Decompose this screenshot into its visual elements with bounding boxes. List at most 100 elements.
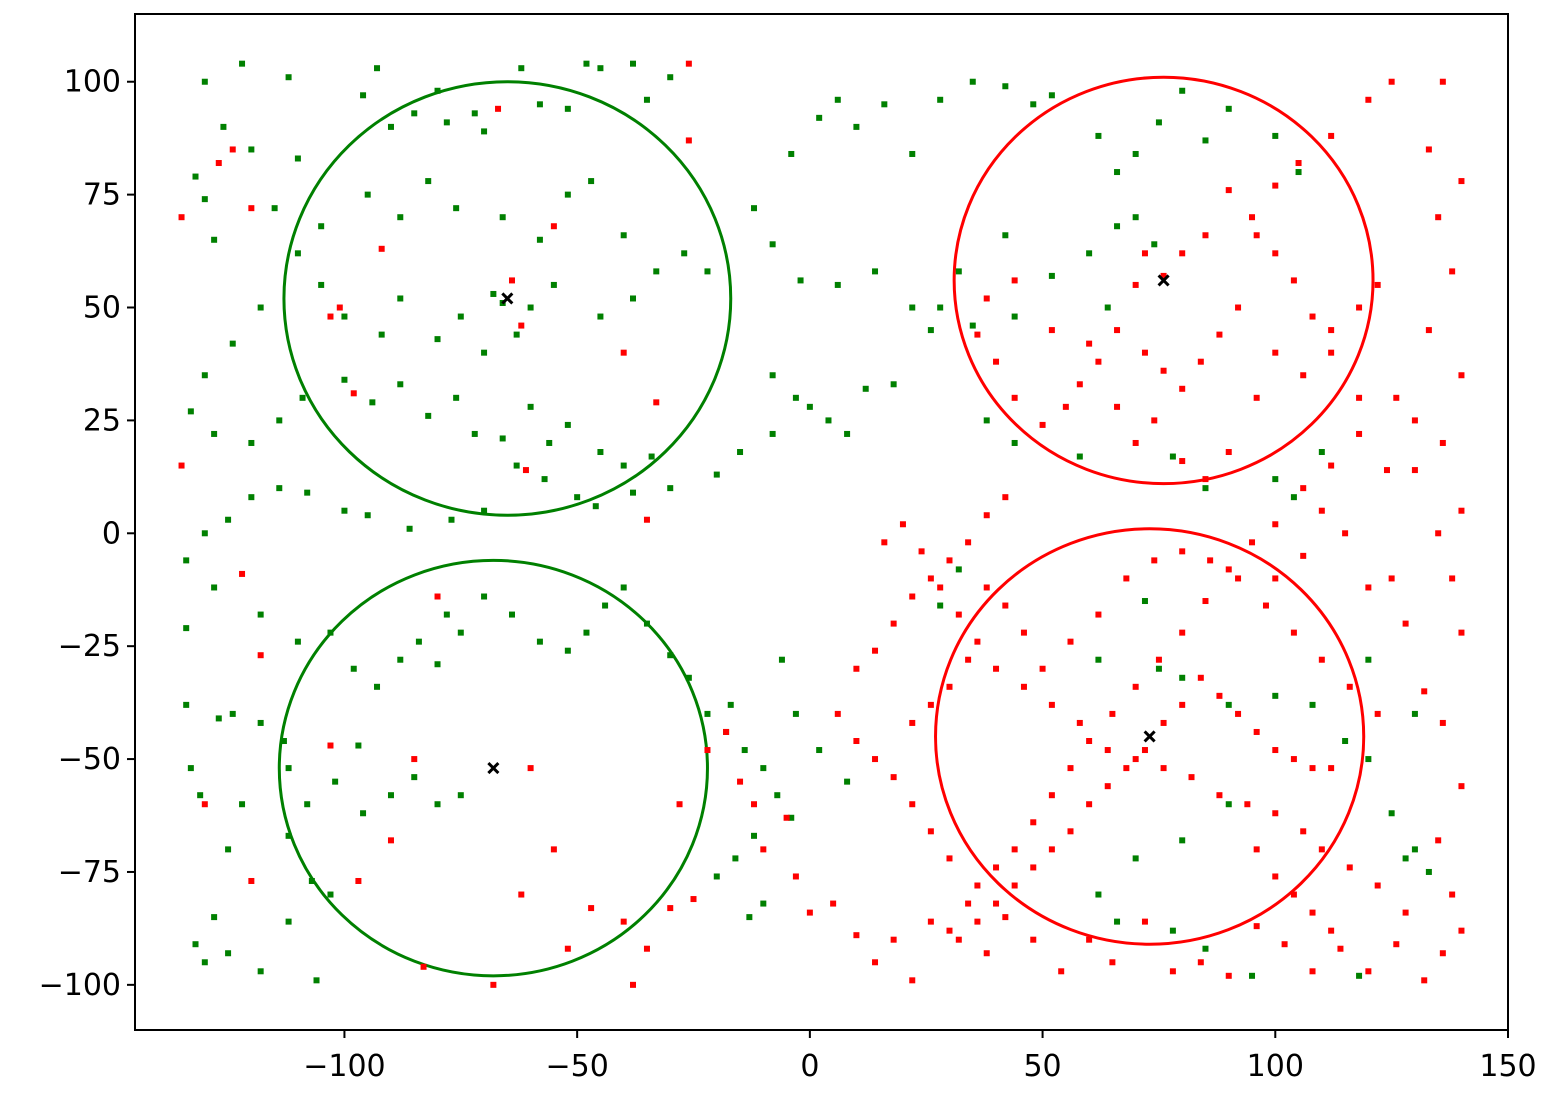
red-point [215,160,222,167]
green-point [490,290,497,297]
red-point [993,358,1000,365]
green-point [257,611,264,618]
red-point [1155,656,1162,663]
red-point [983,950,990,957]
green-point [1132,214,1139,221]
green-point [792,710,799,717]
red-point [853,932,860,939]
green-point [597,65,604,72]
red-point [1002,602,1009,609]
green-point [225,516,232,523]
green-point [294,638,301,645]
green-point [630,489,637,496]
green-point [304,801,311,808]
green-point [304,489,311,496]
red-point [1048,701,1055,708]
red-point [1095,611,1102,618]
red-point [1169,968,1176,975]
red-point [1095,358,1102,365]
red-point [1346,683,1353,690]
green-point [751,832,758,839]
green-point [457,629,464,636]
green-point [211,430,218,437]
green-point [1002,232,1009,239]
red-point [1160,765,1167,772]
red-point [1179,250,1186,257]
red-point [1235,304,1242,311]
green-point [248,439,255,446]
green-point [630,295,637,302]
green-point [327,629,334,636]
red-point [1039,421,1046,428]
green-point [327,891,334,898]
green-point [1342,738,1349,745]
green-point [434,336,441,343]
y-tick-label: 25 [83,403,121,438]
red-point [378,245,385,252]
green-point [471,110,478,117]
green-point [369,399,376,406]
red-point [1458,927,1465,934]
red-point [1290,629,1297,636]
red-point [1058,968,1065,975]
red-point [229,146,236,153]
red-point [1425,327,1432,334]
x-tick-label: 150 [1479,1049,1536,1084]
red-point [806,909,813,916]
green-point [1076,453,1083,460]
green-point [457,792,464,799]
green-point [969,322,976,329]
red-point [1020,629,1027,636]
red-point [1179,385,1186,392]
data-points [178,60,1465,988]
red-point [1328,327,1335,334]
red-point [927,575,934,582]
green-point [769,430,776,437]
green-point [248,494,255,501]
green-point [215,715,222,722]
red-point [1383,467,1390,474]
green-point [443,611,450,618]
red-point [1030,936,1037,943]
plot-frame [134,13,1509,1031]
red-point [550,846,557,853]
green-point [778,656,785,663]
red-point [643,945,650,952]
red-point [1393,941,1400,948]
red-point [1300,372,1307,379]
red-point [248,205,255,212]
green-point [630,60,637,67]
red-point [1249,214,1256,221]
green-point [434,661,441,668]
plot-background [135,14,1508,1030]
green-point [285,918,292,925]
red-point [630,981,637,988]
red-point [1104,783,1111,790]
red-point [1411,467,1418,474]
green-point [378,331,385,338]
red-point [1048,327,1055,334]
red-point [508,277,515,284]
red-point [1132,683,1139,690]
green-point [667,485,674,492]
green-point [536,236,543,243]
green-point [955,268,962,275]
green-point [192,941,199,948]
red-point [1449,891,1456,898]
green-point [597,449,604,456]
green-point [881,101,888,108]
green-point [308,877,315,884]
red-point [1300,828,1307,835]
green-point [732,855,739,862]
red-point [909,593,916,600]
green-point [220,123,227,130]
green-point [360,810,367,817]
red-point [1272,349,1279,356]
y-tick-label: 50 [83,291,121,326]
red-point [387,837,394,844]
green-point [1225,801,1232,808]
green-point [183,625,190,632]
green-point [620,462,627,469]
cluster-center-marker [1143,730,1156,743]
green-point [276,485,283,492]
